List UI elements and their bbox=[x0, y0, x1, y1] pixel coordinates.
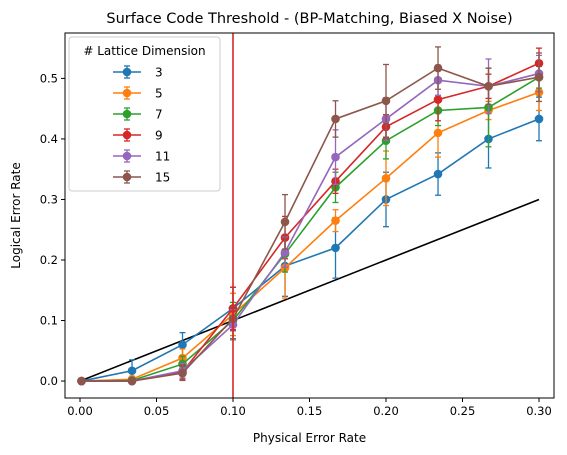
legend-item-15: 15 bbox=[113, 170, 170, 185]
data-point bbox=[280, 247, 290, 257]
data-point bbox=[433, 169, 443, 179]
series-15 bbox=[77, 46, 544, 386]
legend-item-5: 5 bbox=[113, 86, 163, 101]
series-line bbox=[81, 76, 540, 382]
chart-title: Surface Code Threshold - (BP-Matching, B… bbox=[106, 11, 512, 27]
legend-marker bbox=[122, 172, 132, 182]
data-point bbox=[433, 128, 443, 138]
y-tick-label: 0.3 bbox=[40, 192, 58, 206]
x-tick-label: 0.25 bbox=[450, 404, 476, 418]
legend-item-9: 9 bbox=[113, 128, 163, 143]
data-point bbox=[433, 63, 443, 73]
series-line bbox=[81, 91, 540, 382]
data-point bbox=[280, 217, 290, 227]
legend-marker bbox=[122, 130, 132, 140]
legend-item-3: 3 bbox=[113, 65, 163, 80]
x-tick-label: 0.15 bbox=[297, 404, 323, 418]
data-point bbox=[484, 81, 493, 91]
data-point bbox=[77, 376, 86, 386]
data-point bbox=[331, 216, 340, 225]
data-point bbox=[127, 376, 137, 386]
plot-area bbox=[77, 33, 544, 398]
data-point bbox=[331, 152, 340, 162]
reference-line bbox=[81, 198, 540, 382]
legend-label: 3 bbox=[155, 66, 163, 80]
series-line bbox=[81, 67, 540, 382]
legend-item-7: 7 bbox=[113, 107, 163, 122]
y-tick-label: 0.1 bbox=[40, 314, 58, 328]
legend-label: 9 bbox=[155, 129, 163, 143]
data-point bbox=[331, 114, 340, 124]
legend-box bbox=[68, 36, 221, 192]
x-axis: 0.00 0.05 0.10 0.15 0.20 0.25 0.30 bbox=[67, 398, 552, 418]
legend-label: 11 bbox=[155, 150, 170, 164]
data-point bbox=[178, 368, 187, 378]
y-tick-label: 0.4 bbox=[40, 132, 58, 146]
data-point bbox=[381, 96, 391, 106]
legend-label: 15 bbox=[155, 171, 170, 185]
legend-marker bbox=[122, 109, 132, 119]
legend-marker bbox=[122, 151, 132, 161]
data-point bbox=[127, 366, 137, 376]
data-point bbox=[381, 173, 391, 183]
series-line bbox=[81, 72, 540, 382]
legend-title: # Lattice Dimension bbox=[83, 44, 205, 58]
legend-label: 7 bbox=[155, 108, 163, 122]
data-point bbox=[433, 95, 443, 104]
data-point bbox=[331, 243, 340, 253]
x-tick-label: 0.20 bbox=[373, 404, 399, 418]
x-tick-label: 0.00 bbox=[67, 404, 93, 418]
x-tick-label: 0.05 bbox=[144, 404, 170, 418]
legend-marker bbox=[122, 67, 132, 77]
y-tick-label: 0.0 bbox=[40, 374, 58, 388]
y-tick-label: 0.5 bbox=[40, 71, 58, 85]
legend-marker bbox=[122, 88, 132, 98]
data-point bbox=[178, 340, 187, 350]
legend: # Lattice Dimension 3 5 7 9 11 15 bbox=[68, 36, 221, 192]
y-tick-label: 0.2 bbox=[40, 253, 58, 267]
x-tick-label: 0.10 bbox=[220, 404, 246, 418]
legend-label: 5 bbox=[155, 87, 163, 101]
series-line bbox=[81, 118, 540, 382]
data-point bbox=[534, 114, 544, 124]
x-tick-label: 0.30 bbox=[526, 404, 552, 418]
y-axis: 0.0 0.1 0.2 0.3 0.4 0.5 bbox=[40, 71, 65, 388]
legend-item-11: 11 bbox=[113, 149, 170, 164]
data-point bbox=[534, 72, 544, 82]
y-axis-label: Logical Error Rate bbox=[9, 162, 23, 268]
x-axis-label: Physical Error Rate bbox=[253, 431, 366, 445]
